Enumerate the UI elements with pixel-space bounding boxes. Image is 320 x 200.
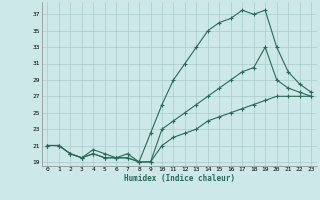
X-axis label: Humidex (Indice chaleur): Humidex (Indice chaleur) [124, 174, 235, 183]
